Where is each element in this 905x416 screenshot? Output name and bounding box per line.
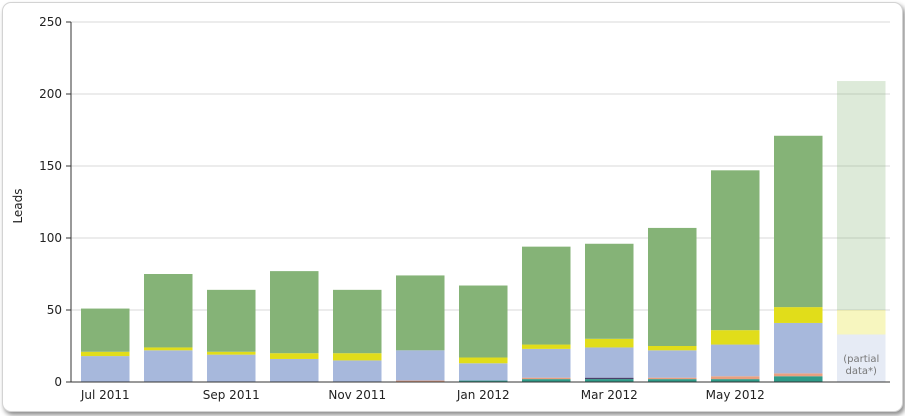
bar-segment (522, 377, 571, 380)
bar-segment (207, 351, 256, 355)
x-tick-label: May 2012 (706, 388, 765, 402)
partial-note-line: (partial (843, 354, 879, 365)
bar-segment (459, 363, 508, 381)
bars (81, 81, 886, 382)
bar-segment (81, 351, 130, 357)
bar-segment (837, 310, 886, 335)
bar-segment (333, 353, 382, 361)
bar-segment (585, 347, 634, 378)
y-tick-label: 50 (47, 303, 62, 317)
bar-segment (585, 379, 634, 382)
bar-segment (270, 353, 319, 359)
bar-segment (774, 376, 823, 382)
x-tick-labels: Jul 2011 Sep 2011 Nov 2011 Jan 2012 Mar 2012… (80, 388, 765, 402)
bar-segment (522, 246, 571, 345)
bar-segment (459, 380, 508, 382)
bar-segment (837, 81, 886, 310)
y-tick-label: 250 (39, 15, 62, 29)
bar-segment (333, 360, 382, 382)
bar-segment (81, 308, 130, 352)
bar-segment (522, 344, 571, 349)
bar-segment (648, 346, 697, 351)
bar-segment (648, 379, 697, 382)
bar-segment (774, 322, 823, 374)
bar-segment (207, 289, 256, 352)
x-tick-label: Nov 2011 (328, 388, 386, 402)
bar-segment (396, 350, 445, 381)
y-tick-label: 200 (39, 87, 62, 101)
bar-segment (648, 377, 697, 380)
y-tick-label: 150 (39, 159, 62, 173)
bar-segment (711, 330, 760, 345)
bar-segment (333, 289, 382, 354)
bar-segment (522, 379, 571, 382)
bar-segment (711, 379, 760, 382)
bar-segment (711, 170, 760, 331)
y-tick-label: 100 (39, 231, 62, 245)
y-tick-label: 0 (54, 375, 62, 389)
bar-segment (144, 347, 193, 351)
y-tick-labels: 0 50 100 150 200 250 (39, 15, 62, 389)
bar-segment (648, 350, 697, 378)
bar-segment (648, 227, 697, 346)
bar-segment (585, 377, 634, 380)
x-tick-label: Jan 2012 (456, 388, 510, 402)
bar-segment (270, 271, 319, 354)
bar-segment (207, 354, 256, 382)
bar-segment (837, 334, 886, 382)
bar-segment (270, 358, 319, 382)
grid-lines (71, 21, 890, 311)
bar-segment (81, 356, 130, 382)
bar-segment (585, 338, 634, 348)
x-tick-label: Mar 2012 (581, 388, 638, 402)
bar-segment (396, 380, 445, 382)
leads-bar-chart: 0 50 100 150 200 250 Jul 2011 Sep 2011 Nov 2011… (11, 15, 890, 402)
x-tick-label: Jul 2011 (80, 388, 130, 402)
bar-segment (774, 307, 823, 323)
bar-segment (711, 376, 760, 380)
bar-segment (774, 373, 823, 377)
x-tick-label: Sep 2011 (203, 388, 260, 402)
bar-segment (396, 275, 445, 351)
bar-segment (774, 135, 823, 308)
bar-segment (144, 350, 193, 382)
bar-segment (585, 243, 634, 339)
axes (66, 21, 890, 383)
partial-note-line: data*) (846, 366, 878, 377)
bar-segment (522, 348, 571, 378)
bar-segment (144, 274, 193, 348)
bar-segment (459, 357, 508, 364)
bar-segment (711, 344, 760, 377)
y-axis-label: Leads (11, 188, 25, 223)
bar-segment (459, 285, 508, 358)
